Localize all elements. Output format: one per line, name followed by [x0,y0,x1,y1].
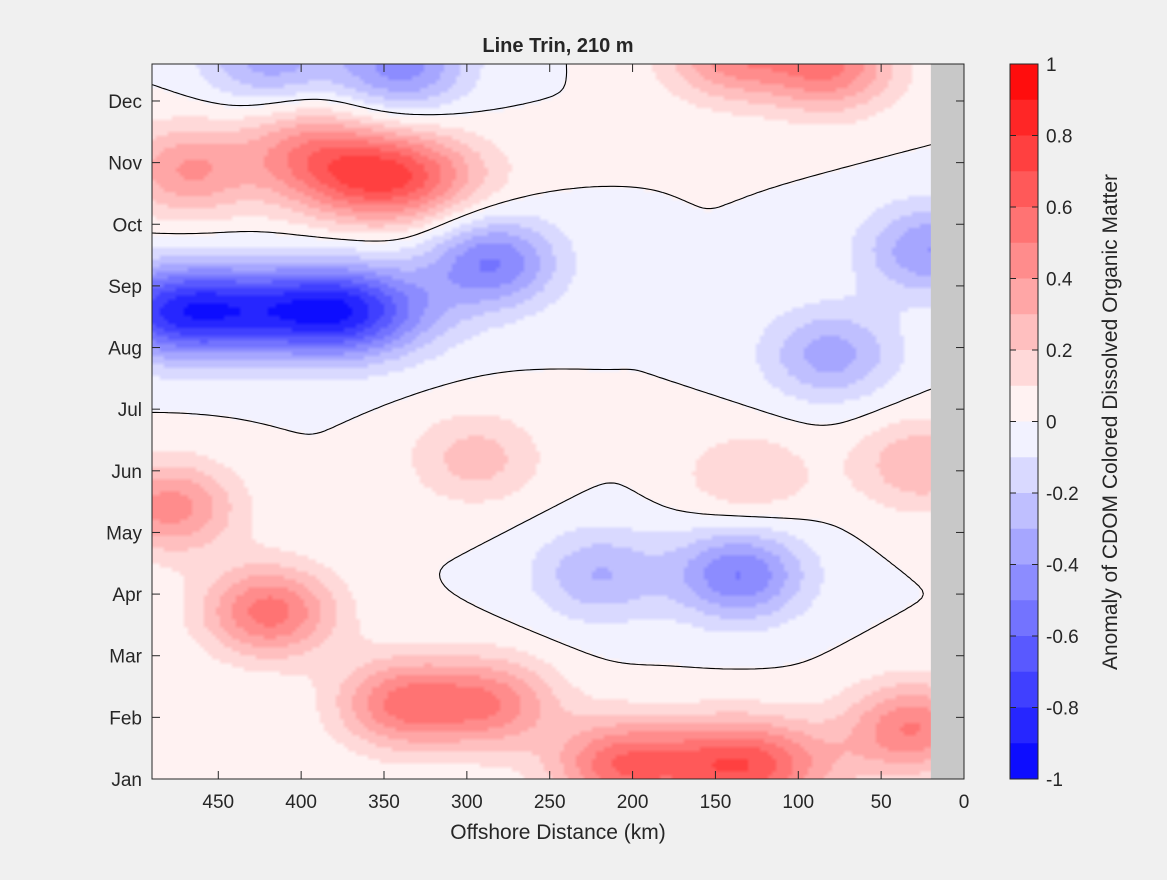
colorbar-tick-label: 0 [1046,413,1057,434]
colorbar-segment [1010,421,1038,458]
colorbar-segment [1010,707,1038,744]
x-tick-label: 350 [368,792,400,813]
x-tick-label: 200 [617,792,649,813]
x-axis-label: Offshore Distance (km) [450,821,666,844]
y-tick-label: Sep [108,277,142,298]
chart-title: Line Trin, 210 m [482,35,633,57]
colorbar-segment [1010,636,1038,673]
colorbar-segment [1010,207,1038,244]
colorbar-tick-label: 1 [1046,55,1057,76]
colorbar-tick-label: 0.2 [1046,341,1072,362]
no-data-region [930,64,964,779]
colorbar-tick-label: 0.4 [1046,270,1073,291]
colorbar-segment [1010,242,1038,279]
x-tick-label: 300 [451,792,483,813]
colorbar-segment [1010,493,1038,530]
y-tick-label: Feb [109,708,142,729]
y-tick-label: Jan [111,770,142,791]
colorbar-tick-label: 0.8 [1046,127,1072,148]
y-tick-label: May [106,523,142,544]
y-tick-label: Jun [111,462,142,483]
colorbar-tick-label: -0.8 [1046,699,1079,720]
colorbar-segment [1010,743,1038,780]
colorbar-segment [1010,314,1038,351]
plot-frame [151,63,965,780]
colorbar-segment [1010,385,1038,422]
colorbar-segment [1010,64,1038,101]
colorbar-segment [1010,564,1038,601]
colorbar-segment [1010,528,1038,565]
plot-area [151,63,965,780]
x-tick-label: 50 [871,792,892,813]
colorbar-segment [1010,350,1038,387]
colorbar-label: Anomaly of CDOM Colored Dissolved Organi… [1099,174,1122,670]
x-tick-label: 250 [534,792,566,813]
colorbar-segment [1010,99,1038,136]
x-axis: 450 400 350 300 250 200 150 100 50 0 [202,64,969,813]
heatmap-field [152,64,964,779]
colorbar-tick-label: 0.6 [1046,198,1072,219]
colorbar-tick-label: -0.2 [1046,484,1079,505]
y-tick-label: Jul [118,400,142,421]
colorbar-tick-label: -1 [1046,770,1063,791]
x-tick-label: 0 [959,792,970,813]
y-axis: Jan Feb Mar Apr May Jun Jul Aug Sep Oct Nov Dec [106,92,964,791]
x-tick-label: 400 [285,792,317,813]
y-tick-label: Dec [108,92,142,113]
x-tick-label: 100 [782,792,814,813]
y-tick-label: Apr [112,585,142,606]
colorbar-tick-label: -0.6 [1046,627,1079,648]
y-tick-label: Mar [109,647,142,668]
colorbar-segment [1010,135,1038,172]
colorbar-segment [1010,171,1038,208]
y-tick-label: Aug [108,339,142,360]
y-tick-label: Nov [108,154,142,175]
colorbar-segment [1010,457,1038,494]
colorbar-segment [1010,600,1038,637]
colorbar-segment [1010,278,1038,315]
colorbar: 1 0.8 0.6 0.4 0.2 0 -0.2 -0.4 -0.6 -0.8 -1 [1009,55,1079,791]
y-tick-label: Oct [112,215,142,236]
colorbar-segment [1010,671,1038,708]
x-tick-label: 150 [700,792,732,813]
x-tick-label: 450 [202,792,234,813]
colorbar-tick-label: -0.4 [1046,556,1079,577]
